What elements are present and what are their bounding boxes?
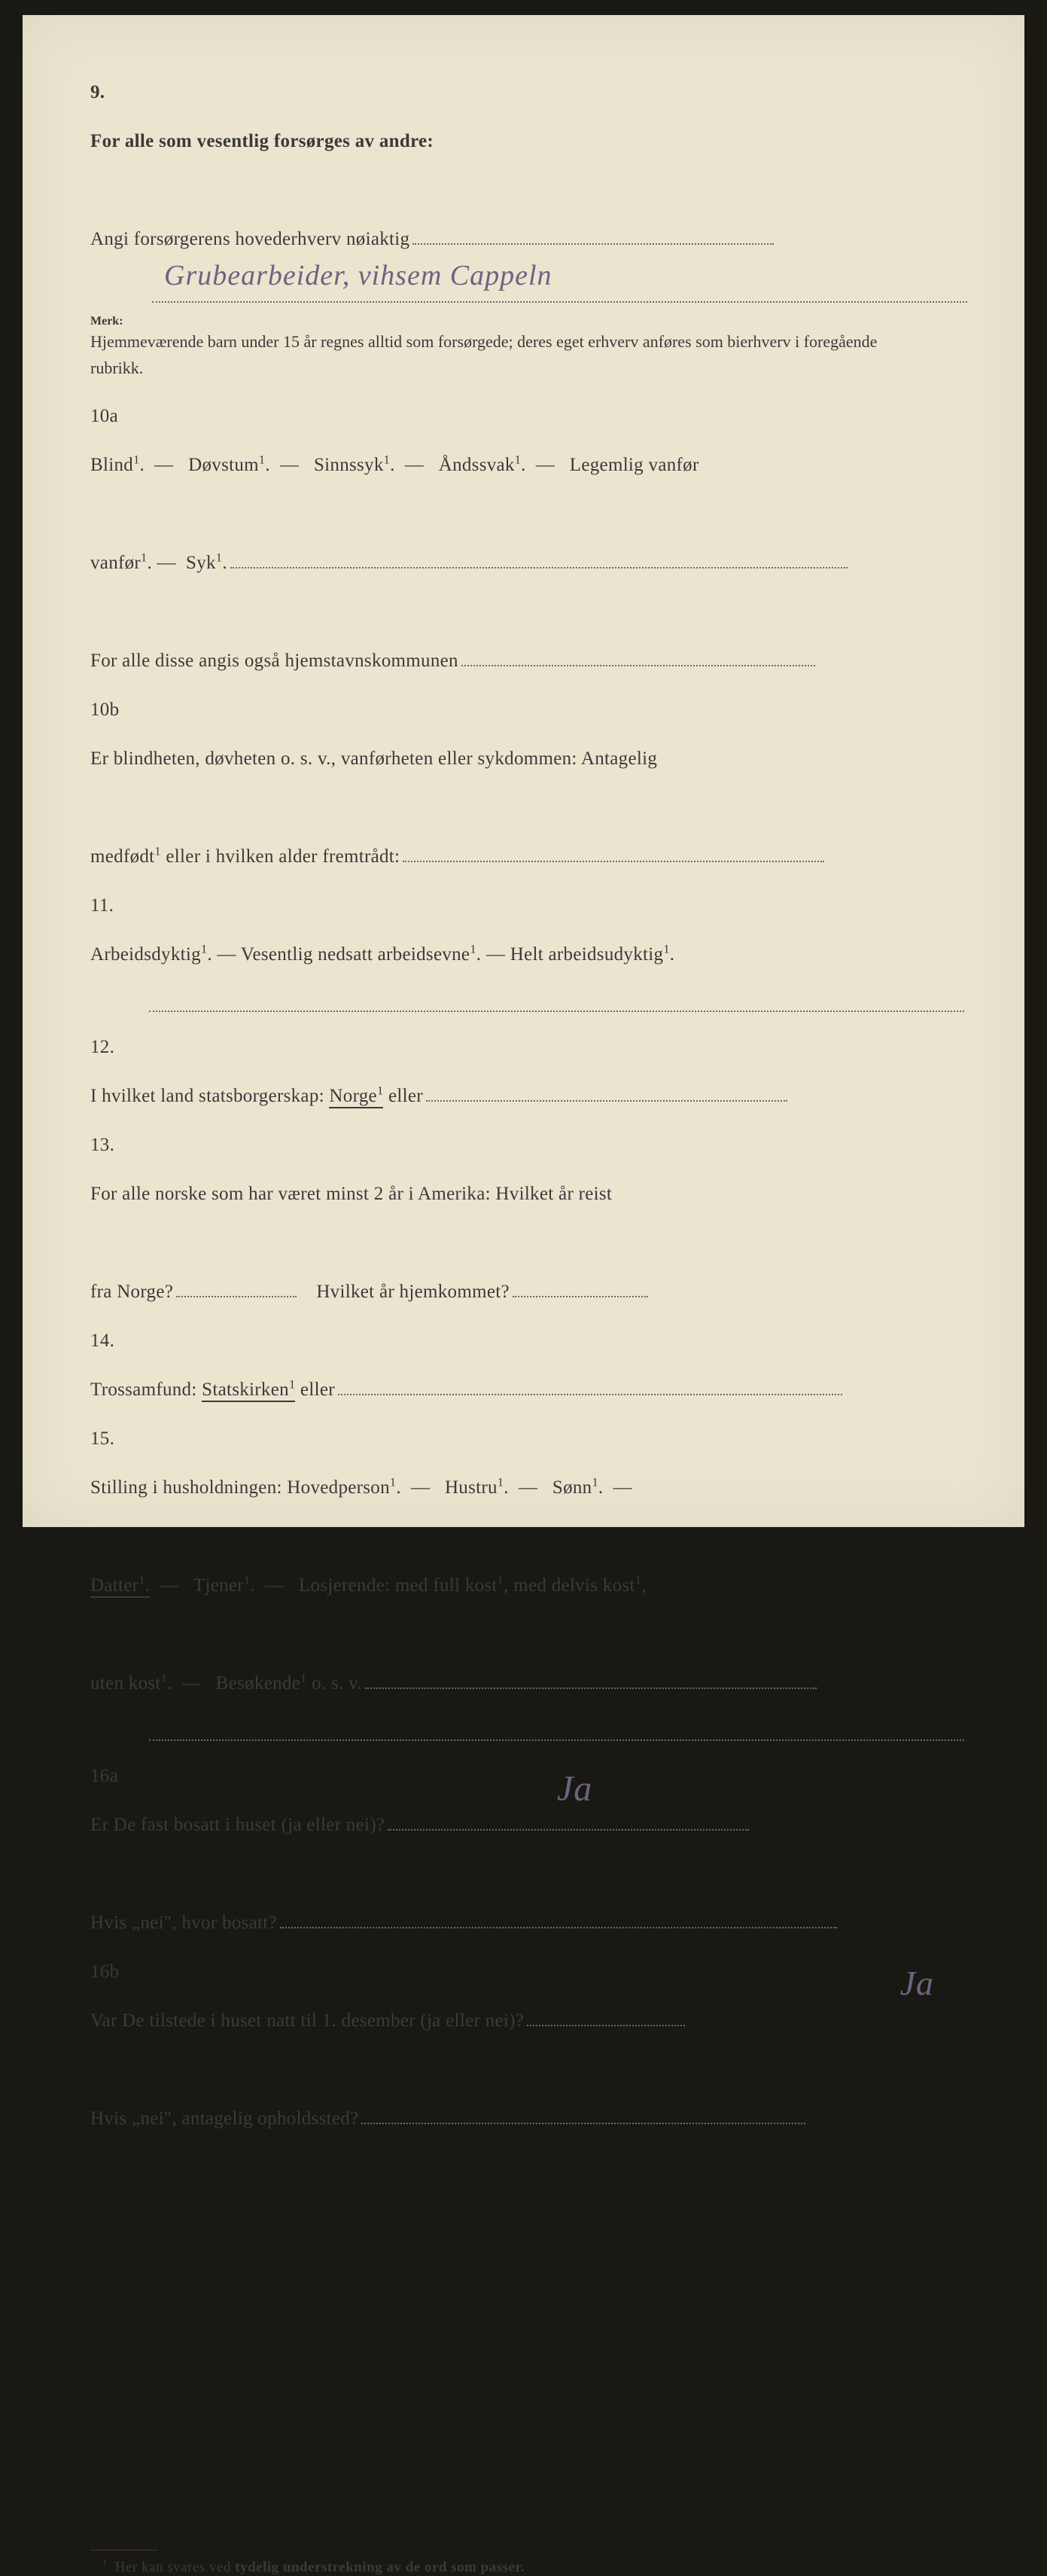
q10b: 10b Er blindheten, døvheten o. s. v., va… <box>90 685 964 783</box>
q16b-answer: Ja <box>900 1938 934 2029</box>
q11-fill <box>149 988 964 1012</box>
q10a-line2: vanfør1. — Syk1. <box>90 489 964 587</box>
q15-num: 15. <box>90 1414 149 1463</box>
q15-line3: uten kost1. — Besøkende1 o. s. v. <box>90 1610 964 1708</box>
q10a-opts: Blind1. — Døvstum1. — Sinnssyk1. — Åndss… <box>90 441 904 489</box>
footnote: 1 Her kan svares ved tydelig understrekn… <box>90 2559 964 2576</box>
q9-heading: For alle som vesentlig forsørges av andr… <box>90 117 904 166</box>
q10b-num: 10b <box>90 685 149 734</box>
q9-handwriting-row: Grubearbeider, vihsem Cappeln <box>149 264 964 309</box>
q16a-num: 16a <box>90 1751 149 1800</box>
q10b-text1: Er blindheten, døvheten o. s. v., vanfør… <box>90 734 904 783</box>
census-form-page: 9. For alle som vesentlig forsørges av a… <box>23 15 1024 1527</box>
q9: 9. For alle som vesentlig forsørges av a… <box>90 68 964 166</box>
q14-selected: Statskirken1 <box>202 1379 295 1402</box>
merk-label: Merk: <box>90 315 149 328</box>
q9-sub-row: Angi forsørgerens hovederhverv nøiaktig <box>90 166 964 264</box>
q15-fill <box>149 1717 964 1741</box>
q12-selected: Norge1 <box>329 1086 383 1108</box>
q12-num: 12. <box>90 1023 149 1072</box>
merk-row: Merk: Hjemmeværende barn under 15 år reg… <box>90 315 964 381</box>
q12: 12. I hvilket land statsborgerskap: Norg… <box>90 1023 964 1120</box>
q13-line2: fra Norge? Hvilket år hjemkommet? <box>90 1218 964 1316</box>
merk-text: Hjemmeværende barn under 15 år regnes al… <box>90 328 904 381</box>
q16a: 16a Er De fast bosatt i huset (ja eller … <box>90 1751 964 1849</box>
q15: 15. Stilling i husholdningen: Hovedperso… <box>90 1414 964 1512</box>
q10a-line3: For alle disse angis også hjemstavnskomm… <box>90 587 964 685</box>
q14: 14. Trossamfund: Statskirken1 eller <box>90 1316 964 1414</box>
q10a: 10a Blind1. — Døvstum1. — Sinnssyk1. — Å… <box>90 392 964 489</box>
q15-line2: Datter1. — Tjener1. — Losjerende: med fu… <box>90 1512 964 1610</box>
q9-num: 9. <box>90 68 149 117</box>
q11: 11. Arbeidsdyktig1. — Vesentlig nedsatt … <box>90 881 964 979</box>
q13: 13. For alle norske som har været minst … <box>90 1120 964 1218</box>
q9-handwritten: Grubearbeider, vihsem Cappeln <box>164 259 552 292</box>
q16a-answer: Ja <box>557 1742 592 1837</box>
q16a-sub: Hvis „nei", hvor bosatt? <box>90 1849 964 1947</box>
q16b-sub: Hvis „nei", antagelig opholdssted? <box>90 2045 964 2143</box>
q11-num: 11. <box>90 881 149 930</box>
q15-selected: Datter1. <box>90 1575 150 1598</box>
q13-num: 13. <box>90 1120 149 1169</box>
q13-text1: For alle norske som har været minst 2 år… <box>90 1169 904 1218</box>
q16b: 16b Var De tilstede i huset natt til 1. … <box>90 1947 964 2045</box>
q10b-line2: medfødt1 eller i hvilken alder fremtrådt… <box>90 783 964 881</box>
q14-num: 14. <box>90 1316 149 1365</box>
q10a-num: 10a <box>90 392 149 441</box>
q9-sub: Angi forsørgerens hovederhverv nøiaktig <box>90 215 904 264</box>
q16b-num: 16b <box>90 1947 149 1996</box>
